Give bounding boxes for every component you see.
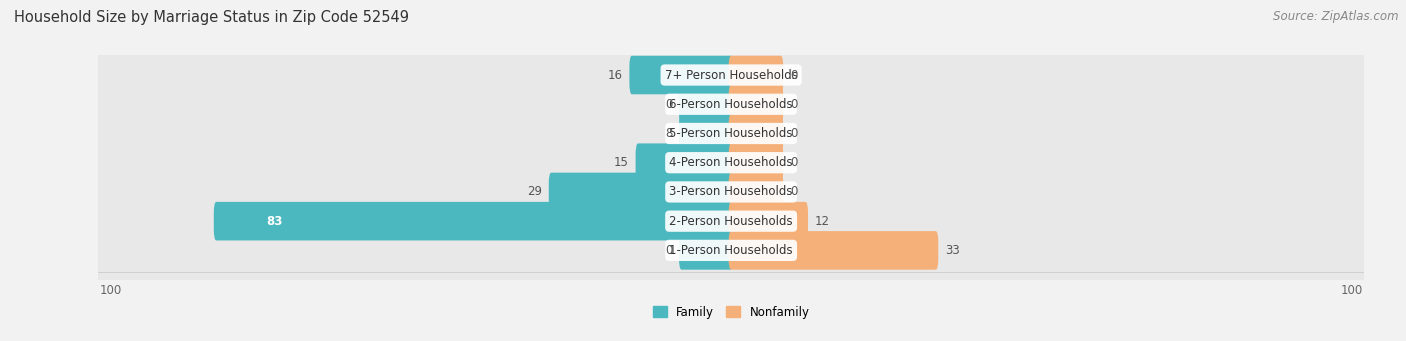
- Text: 33: 33: [945, 244, 960, 257]
- Text: 15: 15: [614, 156, 628, 169]
- Text: 6-Person Households: 6-Person Households: [669, 98, 793, 111]
- FancyBboxPatch shape: [728, 202, 808, 240]
- Text: 0: 0: [790, 98, 797, 111]
- FancyBboxPatch shape: [728, 85, 783, 123]
- FancyBboxPatch shape: [728, 231, 938, 270]
- Text: 4-Person Households: 4-Person Households: [669, 156, 793, 169]
- Text: 0: 0: [790, 156, 797, 169]
- FancyBboxPatch shape: [93, 120, 1369, 205]
- Text: 8: 8: [665, 127, 672, 140]
- FancyBboxPatch shape: [93, 150, 1369, 234]
- FancyBboxPatch shape: [679, 114, 734, 153]
- Text: 5-Person Households: 5-Person Households: [669, 127, 793, 140]
- Text: 83: 83: [266, 215, 283, 228]
- FancyBboxPatch shape: [728, 173, 783, 211]
- FancyBboxPatch shape: [636, 144, 734, 182]
- Text: 0: 0: [790, 186, 797, 198]
- Text: Household Size by Marriage Status in Zip Code 52549: Household Size by Marriage Status in Zip…: [14, 10, 409, 25]
- FancyBboxPatch shape: [679, 231, 734, 270]
- Text: 0: 0: [665, 244, 672, 257]
- Text: 0: 0: [790, 127, 797, 140]
- FancyBboxPatch shape: [93, 33, 1369, 117]
- FancyBboxPatch shape: [93, 179, 1369, 264]
- FancyBboxPatch shape: [728, 144, 783, 182]
- FancyBboxPatch shape: [214, 202, 734, 240]
- Text: Source: ZipAtlas.com: Source: ZipAtlas.com: [1274, 10, 1399, 23]
- FancyBboxPatch shape: [679, 85, 734, 123]
- FancyBboxPatch shape: [93, 62, 1369, 147]
- Text: 2-Person Households: 2-Person Households: [669, 215, 793, 228]
- FancyBboxPatch shape: [728, 56, 783, 94]
- Text: 16: 16: [607, 69, 623, 81]
- FancyBboxPatch shape: [93, 91, 1369, 176]
- FancyBboxPatch shape: [548, 173, 734, 211]
- Legend: Family, Nonfamily: Family, Nonfamily: [648, 301, 814, 323]
- Text: 0: 0: [665, 98, 672, 111]
- Text: 3-Person Households: 3-Person Households: [669, 186, 793, 198]
- Text: 29: 29: [527, 186, 541, 198]
- FancyBboxPatch shape: [93, 208, 1369, 293]
- Text: 0: 0: [790, 69, 797, 81]
- Text: 1-Person Households: 1-Person Households: [669, 244, 793, 257]
- Text: 12: 12: [815, 215, 830, 228]
- FancyBboxPatch shape: [630, 56, 734, 94]
- Text: 7+ Person Households: 7+ Person Households: [665, 69, 797, 81]
- FancyBboxPatch shape: [728, 114, 783, 153]
